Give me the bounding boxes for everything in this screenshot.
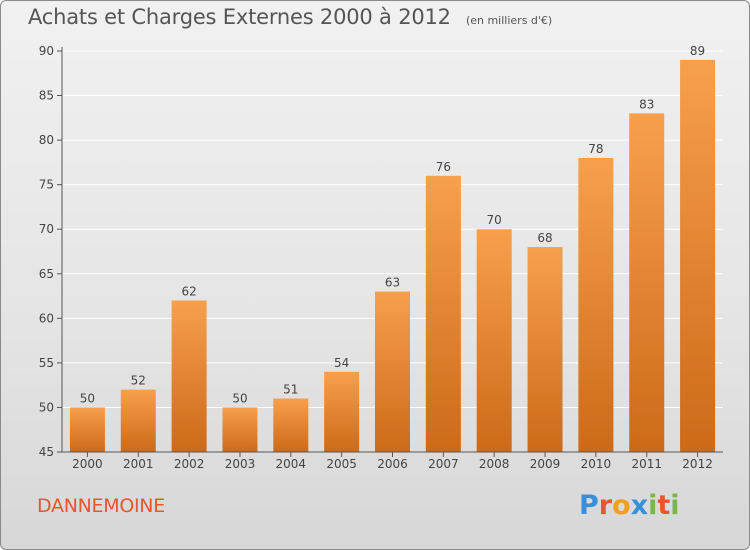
logo-letter: x	[630, 490, 649, 521]
data-label: 51	[283, 383, 298, 397]
y-tick-label: 75	[39, 178, 54, 192]
y-tick-label: 80	[39, 133, 54, 147]
y-tick-label: 70	[39, 222, 54, 236]
x-tick-label: 2002	[174, 457, 205, 471]
y-tick-label: 90	[39, 44, 54, 58]
data-label: 83	[639, 97, 654, 111]
y-tick-label: 60	[39, 311, 54, 325]
y-tick-label: 45	[39, 445, 54, 459]
data-label: 76	[436, 160, 451, 174]
bar-2005	[324, 371, 360, 452]
commune-name: DANNEMOINE	[37, 495, 165, 517]
bar-2001	[120, 389, 156, 452]
x-tick-label: 2003	[225, 457, 256, 471]
x-tick-label: 2001	[123, 457, 154, 471]
x-tick-label: 2011	[631, 457, 662, 471]
y-tick-label: 55	[39, 356, 54, 370]
logo-letter: t	[657, 490, 671, 521]
bar-2009	[527, 247, 563, 452]
bar-2003	[222, 407, 258, 452]
x-tick-label: 2009	[530, 457, 561, 471]
data-label: 62	[181, 285, 196, 299]
data-label: 50	[232, 391, 247, 405]
title-row: Achats et Charges Externes 2000 à 2012 (…	[28, 5, 552, 29]
x-tick-label: 2004	[276, 457, 307, 471]
data-label: 70	[487, 213, 502, 227]
y-tick-label: 85	[39, 89, 54, 103]
data-labels: 50 52 62 50 51 54 63 76 70 68 78 83 89	[80, 44, 705, 406]
chart-subtitle: (en milliers d'€)	[465, 14, 553, 27]
logo-letter: r	[598, 490, 613, 521]
x-tick-label: 2005	[326, 457, 357, 471]
x-tick-label: 2006	[377, 457, 408, 471]
data-label: 89	[690, 44, 705, 58]
bar-2008	[476, 229, 512, 452]
logo-letter: P	[579, 490, 599, 521]
data-label: 68	[537, 231, 552, 245]
chart-title: Achats et Charges Externes 2000 à 2012	[28, 5, 451, 29]
bar-2006	[375, 291, 410, 452]
x-tick-label: 2000	[72, 457, 103, 471]
x-tick-label: 2008	[479, 457, 510, 471]
bar-2000	[69, 407, 105, 452]
data-label: 54	[334, 356, 349, 370]
x-tick-label: 2007	[428, 457, 459, 471]
y-tick-label: 50	[39, 400, 54, 414]
axes: 45 50 55 60 65 70 75 80 85 90 2000 2001 2002 2003 2004…	[39, 44, 723, 471]
data-label: 52	[131, 374, 146, 388]
bar-2011	[629, 113, 665, 452]
bars	[69, 59, 716, 453]
bar-2007	[425, 175, 461, 452]
x-tick-label: 2010	[581, 457, 612, 471]
y-tick-label: 65	[39, 267, 54, 281]
logo-letter: i	[648, 490, 658, 521]
data-label: 78	[588, 142, 603, 156]
bar-2012	[680, 59, 716, 453]
logo-letter: o	[612, 490, 631, 521]
bar-2010	[578, 157, 614, 452]
data-label: 50	[80, 391, 95, 405]
x-tick-label: 2012	[682, 457, 713, 471]
logo-letter: i	[670, 490, 680, 521]
data-label: 63	[385, 276, 400, 290]
bar-2002	[171, 300, 207, 452]
bar-2004	[273, 398, 309, 452]
proxiti-logo[interactable]: Proxiti	[579, 490, 680, 521]
